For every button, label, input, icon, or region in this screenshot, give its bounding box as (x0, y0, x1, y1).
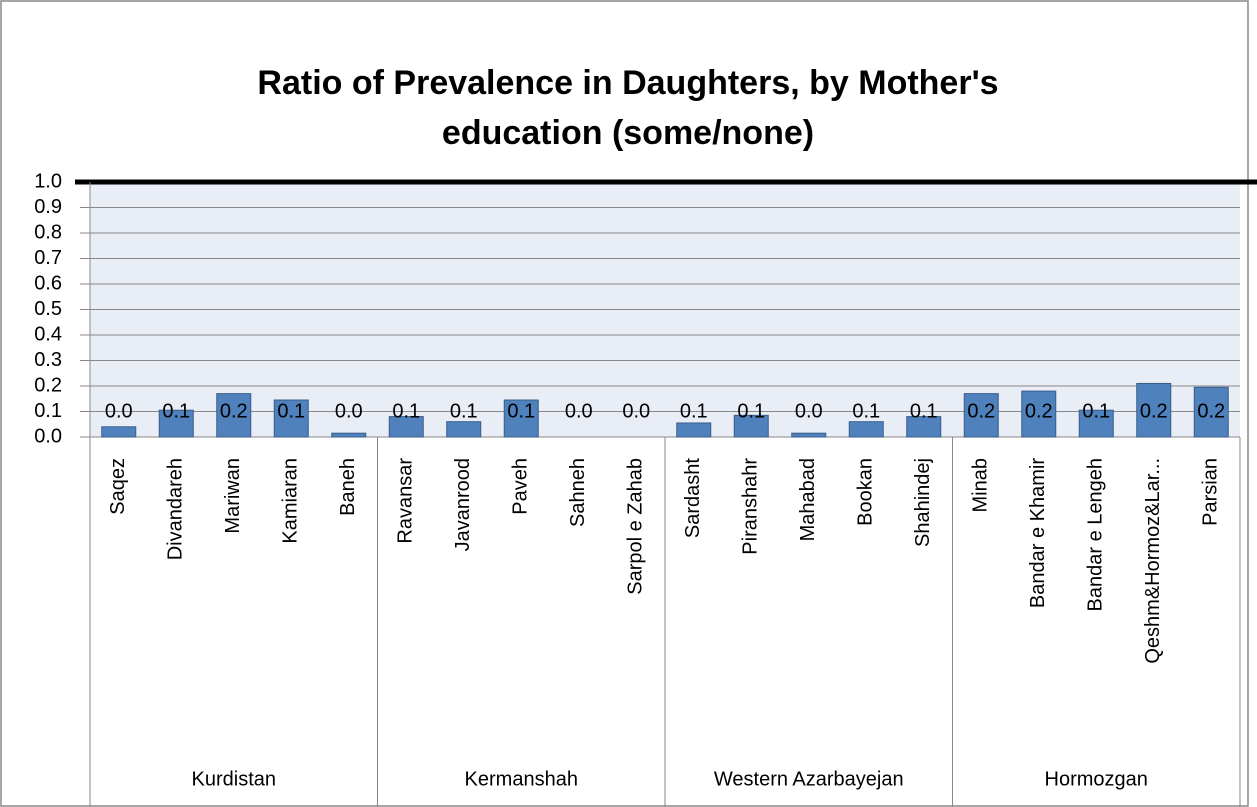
bar (1193, 386, 1229, 438)
value-label: 0.0 (105, 400, 133, 422)
group-label: Hormozgan (1045, 768, 1148, 790)
x-tick-label: Paveh (510, 458, 532, 515)
chart-title: education (some/none) (442, 114, 814, 152)
y-tick-label: 0.0 (34, 425, 62, 447)
value-label: 0.2 (967, 400, 995, 422)
bar (216, 393, 252, 438)
bar (158, 409, 194, 438)
bar (503, 399, 539, 438)
bar (446, 421, 482, 438)
y-tick-label: 0.2 (34, 374, 62, 396)
y-tick-label: 0.4 (34, 323, 62, 345)
x-tick-label: Sardasht (682, 458, 704, 538)
value-label: 0.0 (795, 400, 823, 422)
value-label: 0.1 (507, 400, 535, 422)
value-label: 0.2 (1140, 400, 1168, 422)
value-label: 0.1 (450, 400, 478, 422)
x-tick-label: Bandar e Khamir (1027, 458, 1049, 608)
x-tick-label: Mahabad (797, 458, 819, 541)
value-label: 0.1 (910, 400, 938, 422)
x-tick-label: Saqez (107, 458, 129, 515)
y-tick-label: 0.3 (34, 349, 62, 371)
value-label: 0.2 (1197, 400, 1225, 422)
value-label: 0.1 (277, 400, 305, 422)
bar (676, 422, 712, 438)
chart-title: Ratio of Prevalence in Daughters, by Mot… (257, 64, 998, 102)
x-tick-label: Mariwan (222, 458, 244, 534)
x-tick-label: Sarpol e Zahab (625, 458, 647, 595)
value-label: 0.1 (737, 400, 765, 422)
value-label: 0.2 (220, 400, 248, 422)
y-tick-label: 0.1 (34, 400, 62, 422)
x-tick-label: Piranshahr (740, 458, 762, 555)
bar (388, 416, 424, 438)
x-tick-label: Kamiaran (280, 458, 302, 544)
value-label: 0.0 (622, 400, 650, 422)
value-label: 0.0 (335, 400, 363, 422)
value-label: 0.1 (392, 400, 420, 422)
x-tick-label: Javanrood (452, 458, 474, 551)
x-tick-label: Parsian (1200, 458, 1222, 526)
bar (331, 432, 367, 438)
y-tick-label: 0.7 (34, 247, 62, 269)
x-tick-label: Ravansar (395, 458, 417, 544)
group-label: Kermanshah (465, 768, 578, 790)
value-label: 0.1 (162, 400, 190, 422)
y-tick-label: 0.8 (34, 221, 62, 243)
bar (906, 416, 942, 438)
bar (733, 414, 769, 438)
value-label: 0.1 (680, 400, 708, 422)
x-tick-label: Qeshm&Hormoz&Lar... (1142, 458, 1164, 664)
x-tick-label: Divandareh (165, 458, 187, 560)
bar (1078, 409, 1114, 438)
y-tick-label: 0.5 (34, 298, 62, 320)
group-label: Kurdistan (192, 768, 277, 790)
bar (963, 393, 999, 438)
x-tick-label: Bookan (855, 458, 877, 526)
x-tick-label: Sahneh (567, 458, 589, 527)
bar (791, 432, 827, 438)
y-tick-label: 0.6 (34, 272, 62, 294)
group-label: Western Azarbayejan (714, 768, 904, 790)
x-tick-label: Shahindej (912, 458, 934, 547)
x-tick-label: Bandar e Lengeh (1085, 458, 1107, 611)
x-tick-label: Baneh (337, 458, 359, 516)
bar (1021, 390, 1057, 438)
value-label: 0.2 (1025, 400, 1053, 422)
value-label: 0.0 (565, 400, 593, 422)
bar (1136, 382, 1172, 438)
bar (848, 421, 884, 438)
x-tick-label: Minab (970, 458, 992, 512)
bar (273, 399, 309, 438)
y-tick-label: 1.0 (34, 170, 62, 192)
value-label: 0.1 (852, 400, 880, 422)
y-tick-label: 0.9 (34, 196, 62, 218)
bar (101, 426, 137, 438)
value-label: 0.1 (1082, 400, 1110, 422)
